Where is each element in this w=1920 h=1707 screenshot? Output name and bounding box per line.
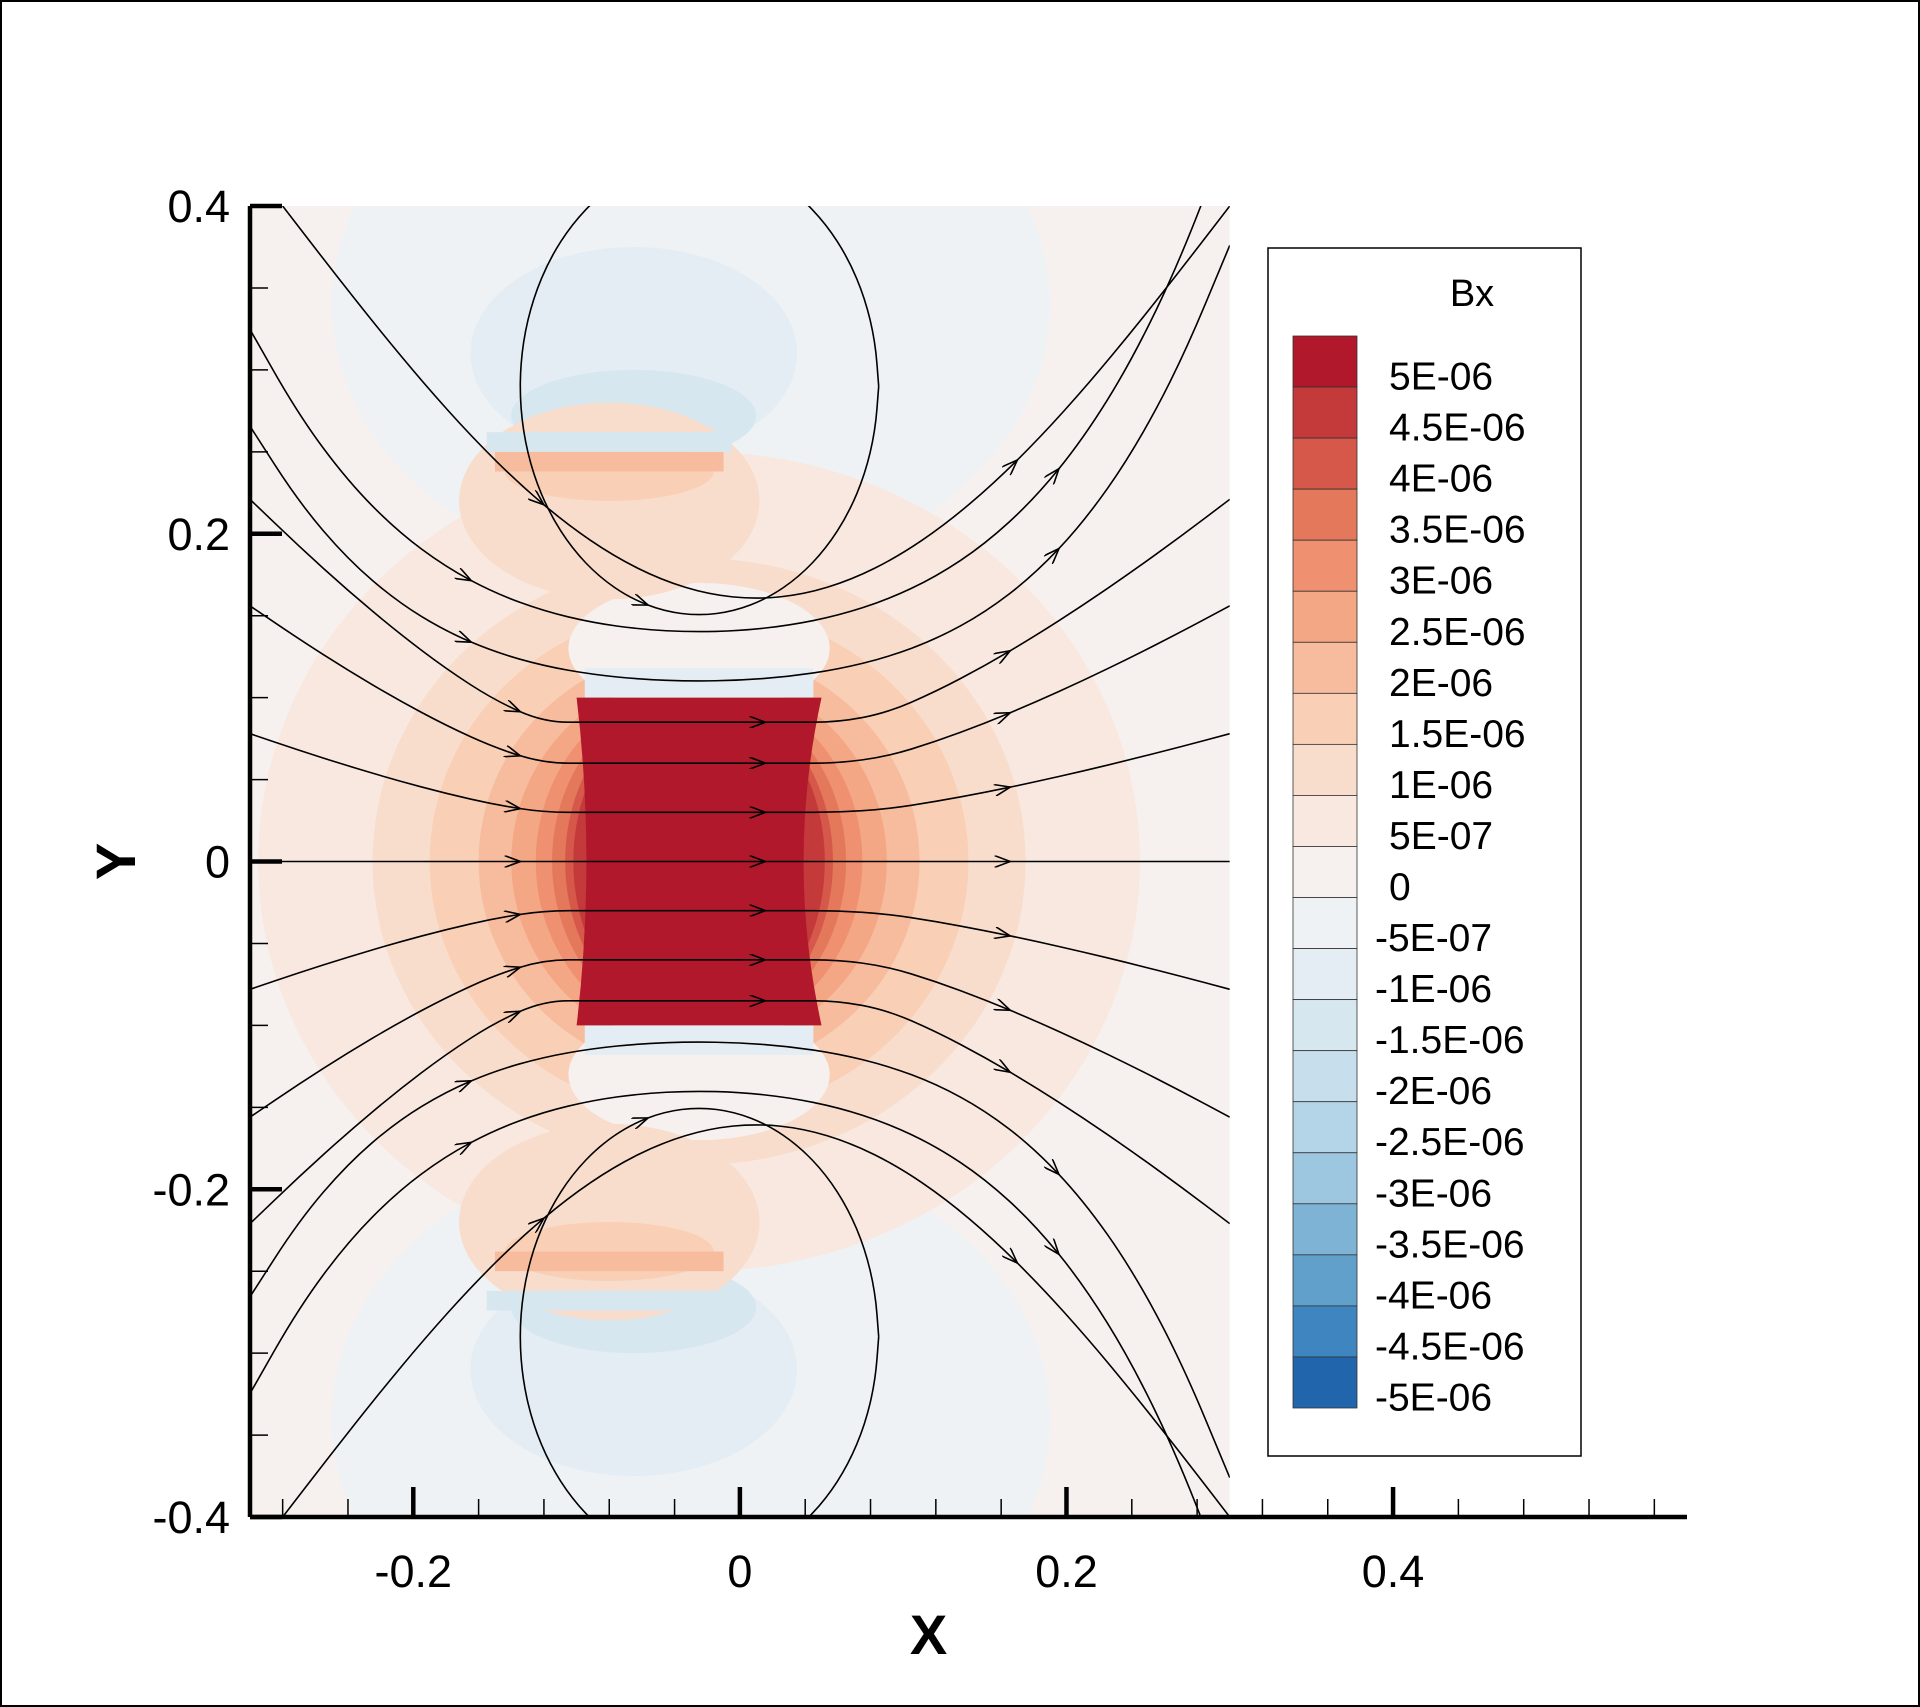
legend-swatch [1292,1356,1358,1409]
legend-swatch [1292,846,1358,898]
y-tick-label: 0.4 [167,181,230,232]
legend-swatch [1292,1050,1358,1103]
streamlines [250,206,1230,1517]
legend-label: -3.5E-06 [1375,1223,1525,1266]
legend-label: 1.5E-06 [1389,713,1526,756]
streamline [250,206,1202,633]
legend-swatch [1292,590,1358,643]
legend-label: -2E-06 [1375,1070,1492,1113]
legend-swatch [1292,897,1358,949]
x-tick-label: -0.2 [375,1546,453,1597]
y-tick-label: -0.2 [152,1164,230,1215]
streamline [250,1041,1230,1478]
legend-label: -4.5E-06 [1375,1325,1525,1368]
legend-swatch [1292,1254,1358,1307]
axes: -0.2 0 0.2 0.4 0.4 0.2 0 -0.2 -0.4 [152,181,1687,1597]
legend-label: 4.5E-06 [1389,407,1526,450]
legend-swatch [1292,539,1358,592]
legend-swatch [1292,1152,1358,1205]
legend-label: 4E-06 [1389,458,1493,501]
legend-label: -1E-06 [1375,968,1492,1011]
streamline [282,1124,1230,1517]
legend-label: 2E-06 [1389,662,1493,705]
legend-label: 0 [1389,866,1411,909]
streamline [519,206,880,616]
streamline [250,498,1230,724]
legend-swatch [1292,386,1358,439]
legend-label: -5E-06 [1375,1376,1492,1419]
x-tick-label: 0 [727,1546,752,1597]
sheet-line [494,451,724,472]
streamline [250,245,1230,682]
legend-label: 5E-06 [1389,356,1493,399]
y-axis-title: Y [84,843,147,880]
streamline [282,206,1230,599]
legend-swatch [1292,999,1358,1052]
legend-swatch [1292,1203,1358,1256]
legend-label: -2.5E-06 [1375,1121,1525,1164]
legend-title: Bx [1450,273,1494,315]
legend-swatch [1292,437,1358,490]
legend-swatch [1292,641,1358,694]
legend-swatch [1292,335,1358,388]
y-tick-label: -0.4 [152,1492,230,1543]
legend-swatch [1292,1305,1358,1358]
x-tick-label: 0.4 [1362,1546,1425,1597]
legend-swatch [1292,948,1358,1001]
sheet-negative [486,1290,732,1311]
legend-swatch [1292,692,1358,745]
x-tick-label: 0.2 [1035,1546,1098,1597]
sheet-line [494,1251,724,1272]
streamline [519,1107,880,1517]
x-axis-title: X [910,1603,947,1666]
legend-swatch [1292,743,1358,796]
streamline [250,909,1230,991]
streamline [250,999,1230,1225]
y-tick-label: 0.2 [167,509,230,560]
legend-label: -3E-06 [1375,1172,1492,1215]
y-tick-label: 0 [205,837,230,888]
negative-band [584,668,814,698]
legend-label: -1.5E-06 [1375,1019,1525,1062]
legend-label: 5E-07 [1389,815,1493,858]
legend-label: 3E-06 [1389,560,1493,603]
sheet-negative [486,432,732,452]
streamline [250,959,1230,1118]
streamline [250,605,1230,764]
streamline [250,732,1230,814]
legend-swatch [1292,488,1358,541]
legend-label: -4E-06 [1375,1274,1492,1317]
legend-label: -5E-07 [1375,917,1492,960]
legend-label: 2.5E-06 [1389,611,1526,654]
streamline [250,1090,1202,1517]
legend-label: 1E-06 [1389,764,1493,807]
negative-band [584,1025,814,1055]
legend: Bx 5E-06 4.5E-06 4E-06 3.5E-06 3E-06 2.5E-06 2… [1267,247,1582,1457]
legend-label: 3.5E-06 [1389,509,1526,552]
legend-swatch [1292,795,1358,847]
legend-swatch [1292,1101,1358,1154]
